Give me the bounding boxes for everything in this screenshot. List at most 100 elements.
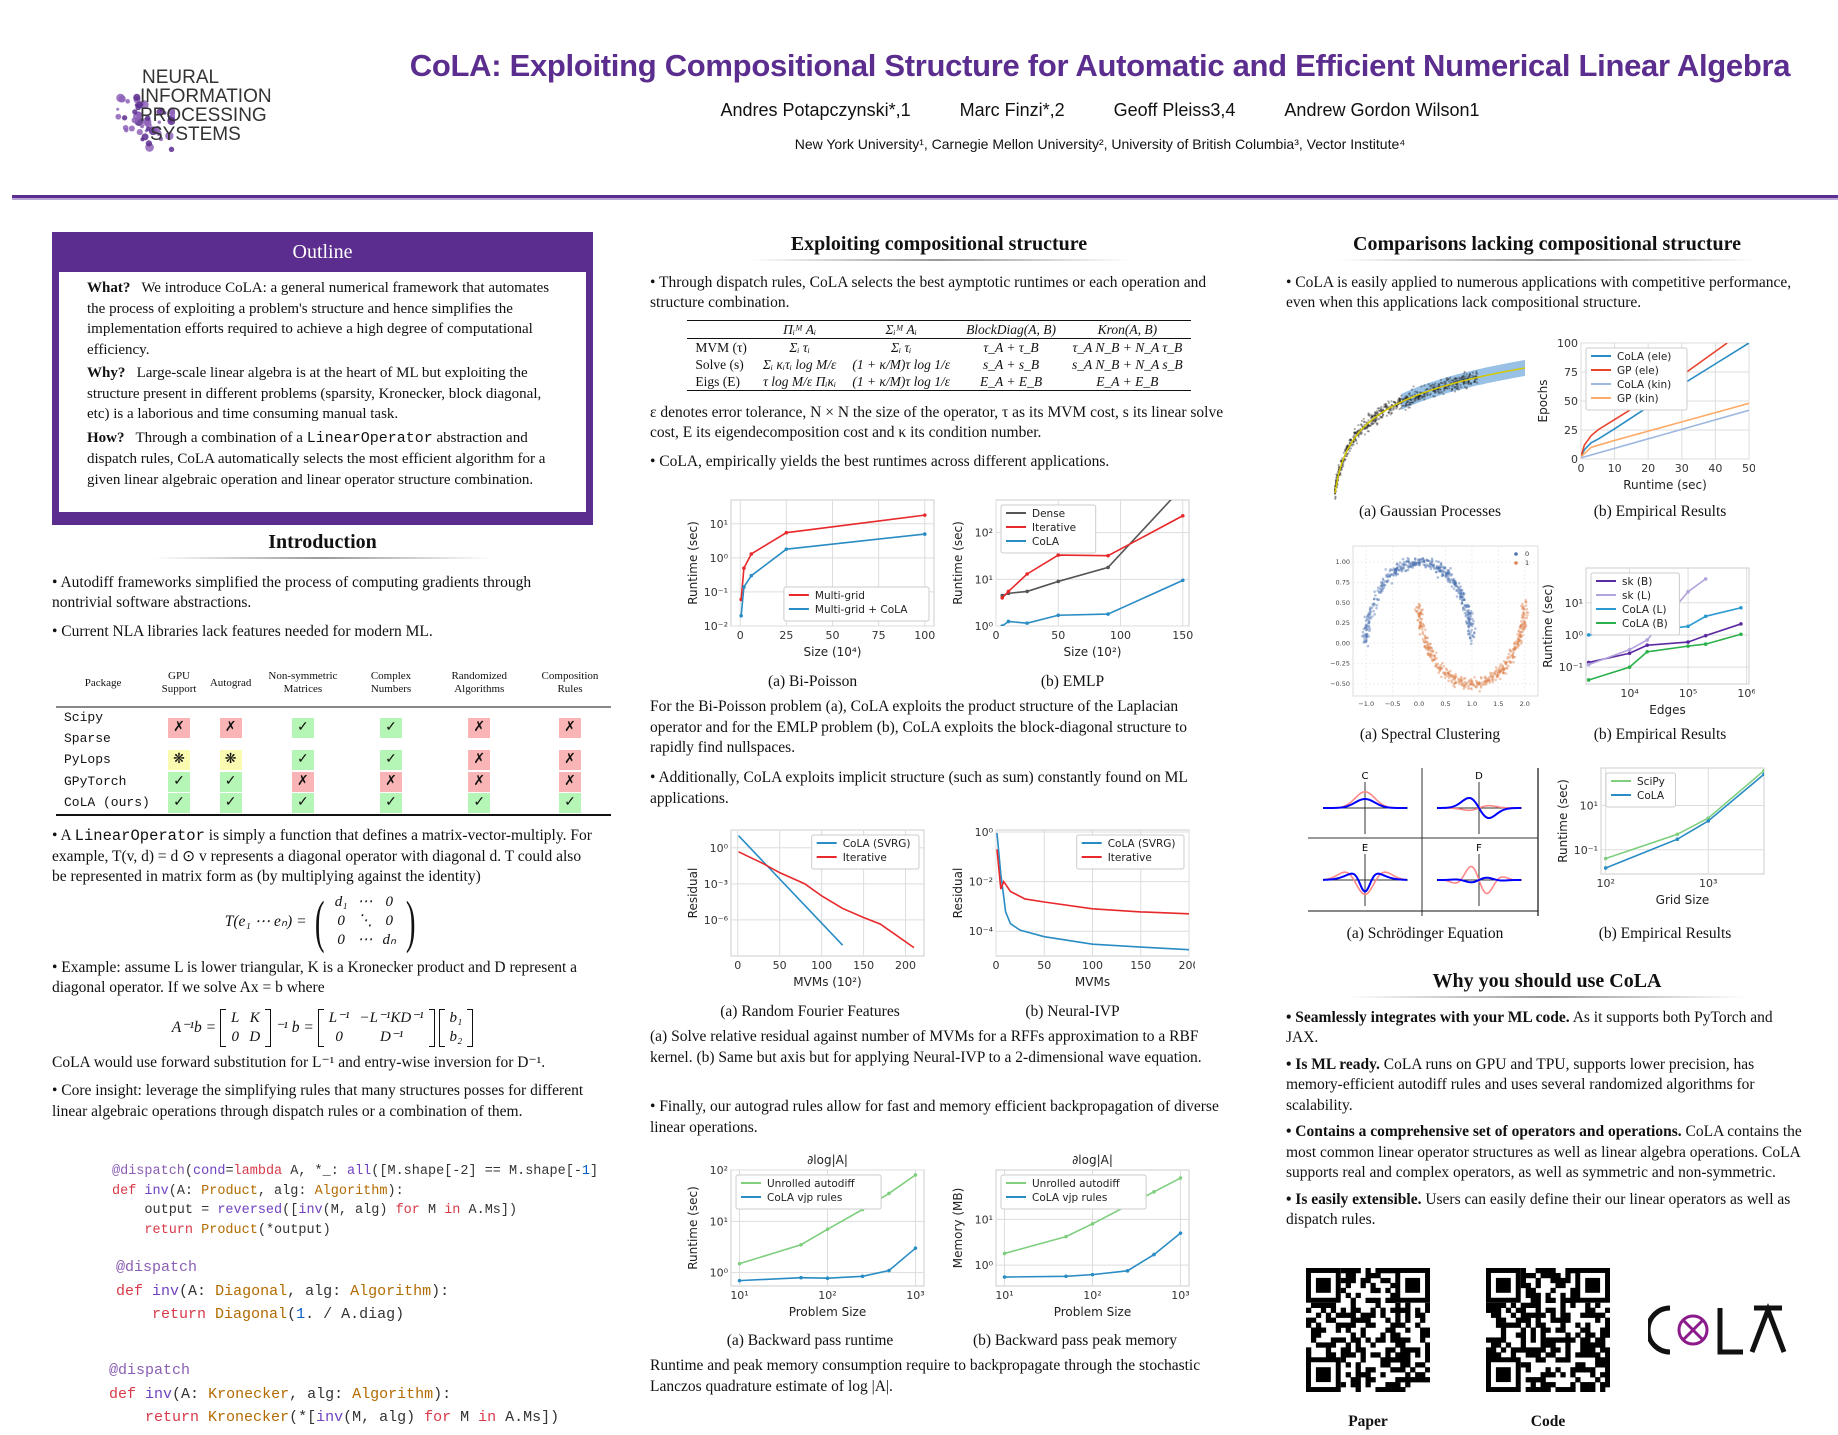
code-qr-code[interactable] [1486,1268,1610,1392]
data-point [1380,585,1384,588]
data-point [1402,560,1406,564]
data-point [1390,568,1394,572]
data-point [1413,397,1417,400]
data-point [1469,623,1473,626]
data-point [1507,664,1510,668]
code-line: return Diagonal(1. / A.diag) [152,1306,405,1323]
data-point [1406,400,1409,404]
data-point [1377,418,1381,421]
data-point [1502,667,1506,671]
data-point [1413,561,1417,565]
data-point [1417,612,1421,616]
data-point [1466,629,1470,633]
data-point [1426,393,1429,397]
feature-mark: ✓ [291,718,314,739]
legend-marker [1514,552,1518,556]
matrix-entry: D⁻¹ [379,1028,404,1045]
data-point [1388,569,1392,573]
data-point [1459,681,1462,684]
data-point [1178,1176,1183,1180]
affiliations: New York University¹, Carnegie Mellon Un… [794,136,1406,152]
data-point [1463,603,1467,607]
code-block-kronecker: @dispatch def inv(A: Kronecker, alg: Algo… [109,1359,559,1430]
data-point [1401,566,1405,569]
data-point [1496,675,1499,679]
data-point [1356,430,1359,433]
data-point [1344,448,1347,451]
data-point [1521,630,1524,633]
data-point [1392,567,1396,570]
data-point [1430,557,1434,560]
data-point [1434,385,1438,388]
legend-label: Iterative [1032,522,1076,534]
y-tick-label: 10⁰ [975,620,994,633]
data-point [1374,412,1377,415]
bullet: • Finally, our autograd rules allow for … [650,1098,1219,1136]
data-point [1426,648,1429,652]
x-tick-label: 10³ [906,1289,924,1302]
data-point [1365,618,1369,621]
complexity-cell: Σᵢ τᵢ [789,339,810,355]
bullet: • Additionally, CoLA exploits implicit s… [650,769,1188,807]
data-point [1426,559,1430,562]
data-point [1428,646,1431,650]
data-point [1393,572,1397,575]
y-tick-label: 50 [1564,395,1578,408]
schrodinger-wavefunctions: C DE F [1308,768,1539,916]
table-row: GPyTorch ✓ ✓ ✗ ✗ ✗ ✗ [56,771,611,793]
data-point [1468,633,1472,637]
data-point [1453,582,1457,586]
data-point [1056,553,1061,557]
data-point [1512,655,1516,659]
data-point [1469,623,1472,626]
data-point [1446,671,1450,675]
code-line: return Product(*output) [144,1222,331,1238]
density-curve [1322,871,1408,896]
x-tick-label: −1.0 [1358,700,1374,708]
matrix-entry: 0 [337,913,345,929]
data-point [1364,427,1367,430]
data-point [1506,655,1510,659]
data-point [1388,575,1391,578]
data-point [1372,597,1376,601]
y-tick-label: 100 [1557,337,1578,350]
data-point [1459,589,1463,592]
data-point [1353,431,1357,434]
data-point [1395,566,1399,570]
data-point [1398,398,1401,401]
data-point [1505,663,1508,666]
label: Why? [87,365,126,381]
paper-qr-code[interactable] [1306,1268,1430,1392]
data-point [1523,626,1527,630]
column-header: Composition Rules [541,670,599,695]
data-point [1522,605,1526,608]
data-point [1467,626,1470,629]
data-point [1342,464,1345,467]
x-tick-label: 0 [993,629,1000,642]
data-point [1497,670,1500,674]
data-point [1466,603,1469,607]
paragraph: Runtime and peak memory consumption requ… [650,1357,1201,1395]
data-point [1512,647,1516,651]
data-point [1441,661,1444,665]
data-point [1415,396,1418,399]
data-point [1520,623,1523,627]
data-point [1399,399,1402,402]
data-point [1488,679,1491,683]
data-point [1414,610,1418,613]
data-point [1471,622,1475,626]
row-header: Eigs (E) [695,373,740,389]
data-point [1522,611,1525,615]
data-point [1448,672,1451,676]
gp-scatter-plot [1333,360,1526,501]
data-point [1454,387,1457,390]
data-point [1499,669,1503,673]
data-point [1469,610,1473,613]
row-header: MVM (τ) [695,339,747,355]
data-point [1370,415,1373,418]
paragraph: For the Bi-Poisson problem (a), CoLA exp… [650,698,1188,756]
data-point [1413,562,1417,566]
data-point [1408,564,1412,568]
data-point [1424,636,1427,640]
